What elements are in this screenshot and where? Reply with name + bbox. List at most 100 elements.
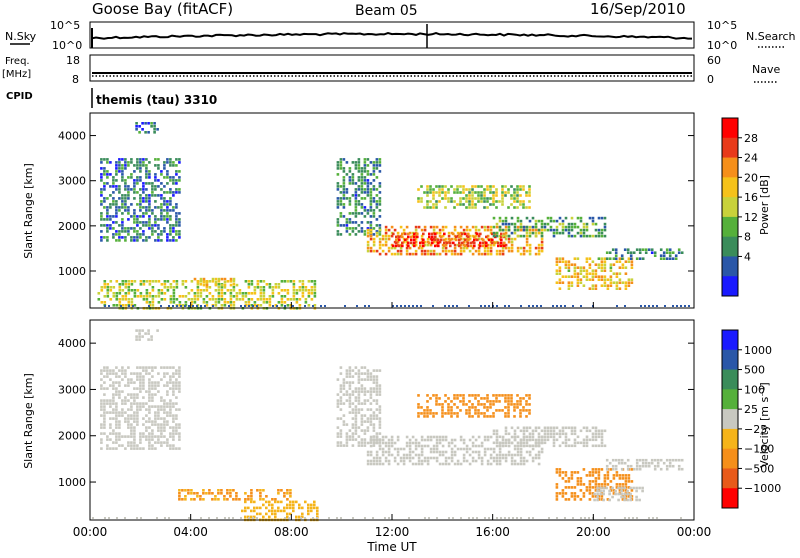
power-cell (668, 251, 672, 254)
velocity-cell (301, 515, 304, 519)
velocity-cell (480, 397, 483, 400)
power-cell (417, 225, 421, 229)
velocity-cell (555, 468, 559, 471)
velocity-cell (133, 414, 136, 417)
velocity-cell (612, 489, 616, 492)
velocity-cell (608, 498, 611, 502)
velocity-cell (336, 435, 340, 438)
power-cell (148, 200, 151, 203)
velocity-cell (462, 400, 465, 403)
power-cell (555, 263, 559, 266)
velocity-cell (139, 366, 142, 369)
power-cell (396, 249, 400, 253)
velocity-cell (417, 441, 421, 445)
power-cell (537, 249, 541, 253)
velocity-cell (360, 420, 364, 423)
power-cell (419, 241, 422, 245)
power-cell (363, 170, 367, 173)
power-cell (408, 246, 412, 250)
freq-panel-frame (89, 54, 695, 82)
velocity-cell (151, 381, 154, 384)
velocity-cell (599, 492, 602, 496)
power-cell (450, 252, 454, 256)
velocity-cell (220, 489, 223, 492)
velocity-cell (214, 498, 217, 501)
power-cell (124, 304, 128, 307)
power-cell (372, 188, 376, 191)
velocity-cell (474, 450, 478, 454)
velocity-cell (372, 390, 376, 393)
power-cell (112, 286, 116, 289)
velocity-cell (289, 506, 292, 510)
velocity-cell (148, 447, 151, 450)
velocity-ground-cell (580, 517, 582, 519)
power-cell (118, 188, 121, 191)
velocity-cell (501, 444, 505, 448)
velocity-cell (163, 372, 166, 375)
power-cell (205, 289, 209, 292)
velocity-cell (262, 498, 265, 501)
power-cell (304, 286, 308, 289)
velocity-cell (426, 394, 429, 397)
velocity-cell (345, 435, 349, 438)
velocity-cell (623, 498, 626, 502)
velocity-cell (615, 486, 619, 489)
power-cell (483, 206, 486, 209)
power-cell (193, 292, 197, 295)
power-cell (175, 173, 178, 176)
velocity-cell (121, 399, 124, 402)
power-cell (395, 235, 398, 239)
power-cell (491, 238, 494, 242)
velocity-cell (617, 461, 621, 465)
power-cell (638, 257, 642, 260)
power-cell (163, 209, 166, 212)
power-cell (103, 170, 106, 173)
velocity-cell (130, 393, 133, 396)
velocity-cell (635, 486, 638, 490)
power-cell (181, 280, 185, 283)
power-cell (360, 227, 364, 230)
velocity-cell (489, 403, 492, 406)
power-cell (151, 194, 154, 197)
power-cell (163, 203, 166, 206)
power-ground-cell (496, 305, 498, 307)
power-cell (157, 292, 161, 295)
velocity-cell (375, 462, 379, 466)
power-cell (106, 218, 109, 221)
velocity-cell (561, 432, 565, 436)
velocity-cell (244, 515, 247, 519)
power-cell (169, 197, 172, 200)
power-cell (422, 238, 425, 242)
power-cell (396, 240, 400, 244)
velocity-ground-cell (516, 517, 518, 519)
velocity-cell (142, 405, 145, 408)
power-cell (453, 225, 457, 229)
velocity-cell (516, 453, 520, 457)
velocity-cell (402, 447, 406, 451)
power-cell (620, 254, 624, 257)
power-cell (360, 179, 364, 182)
power-cell (447, 231, 451, 235)
power-cell (178, 221, 181, 224)
power-cell (109, 194, 112, 197)
velocity-cell (175, 396, 178, 399)
power-cell (190, 280, 194, 283)
velocity-ground-cell (504, 517, 506, 519)
power-cell (474, 203, 477, 206)
power-cell (130, 227, 133, 230)
power-cell (603, 269, 607, 272)
power-cell (465, 246, 469, 250)
velocity-cell (429, 450, 433, 454)
power-cell (459, 197, 462, 200)
power-cell (351, 179, 355, 182)
velocity-cell (336, 393, 340, 396)
power-cell (133, 188, 136, 191)
power-cell (166, 221, 169, 224)
power-cell (112, 233, 115, 236)
velocity-cell (139, 375, 142, 378)
power-cell (223, 286, 227, 289)
power-cell (407, 235, 410, 239)
velocity-cell (106, 399, 109, 402)
power-cell (268, 283, 272, 286)
velocity-cell (151, 396, 154, 399)
